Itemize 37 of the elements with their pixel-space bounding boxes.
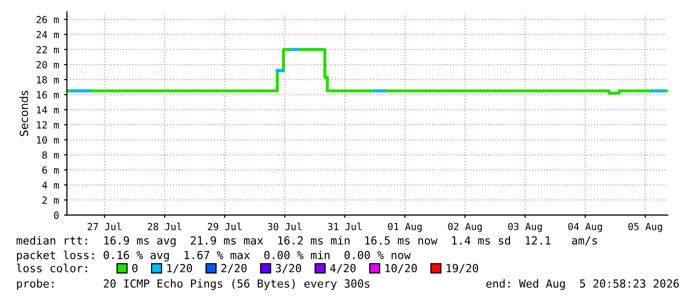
x-tick-label: 31 Jul — [328, 222, 362, 230]
x-tick-label: 05 Aug — [628, 222, 662, 232]
y-tick-label: 26 m — [36, 16, 59, 24]
x-tick-label: 27 Jul — [88, 222, 122, 230]
y-tick-label: 24 m — [36, 30, 59, 38]
y-tick-label: 2 m — [42, 196, 59, 204]
text: packet loss: 0.16 % avg 1.67 % max 0.00 % min 0.00 % now — [17, 250, 411, 262]
text: median rtt: 16.9 ms avg 21.9 ms max 16.2 ms min 16.5 ms now 1.4 ms sd 12.1 am/s — [16, 236, 597, 247]
y-tick-label: 20 m — [36, 61, 59, 68]
x-tick-label: 03 Aug — [508, 222, 542, 232]
y-tick-label: 16 m — [37, 91, 59, 98]
x-tick-label: 02 Aug — [448, 222, 482, 232]
x-tick-label: 30 Jul — [268, 222, 302, 230]
text: end: Wed Aug 5 20:58:23 2026 — [486, 279, 679, 290]
x-tick-label: 04 Aug — [568, 222, 602, 232]
legend-label: 1/20 — [167, 264, 192, 274]
text: probe: 20 ICMP Echo Pings (56 Bytes) every 300s — [17, 279, 370, 290]
y-tick-label: 10 m — [37, 136, 59, 144]
legend-label: 2/20 — [221, 264, 247, 274]
legend-title: loss color: — [16, 264, 87, 272]
x-tick-label: 28 Jul — [148, 222, 182, 230]
y-tick-label: 8 m — [42, 151, 59, 159]
legend-label: 10/20 — [385, 264, 417, 274]
x-tick-label: 01 Aug — [388, 222, 422, 232]
x-tick-label: 29 Jul — [208, 222, 242, 230]
y-tick-label: 18 m — [37, 76, 59, 84]
y-tick-label: 6 m — [42, 166, 59, 174]
legend-label: 0 — [132, 264, 138, 272]
legend-label: 3/20 — [276, 264, 302, 274]
y-tick-label: 4 m — [42, 182, 59, 189]
y-tick-label: 22 m — [36, 46, 59, 54]
y-tick-label: 0 — [54, 212, 59, 219]
legend-label: 4/20 — [330, 264, 356, 274]
y-axis-title: Seconds — [20, 90, 28, 136]
legend-label: 19/20 — [446, 264, 478, 274]
y-tick-label: 14 m — [37, 106, 59, 114]
y-tick-label: 12 m — [37, 121, 59, 128]
